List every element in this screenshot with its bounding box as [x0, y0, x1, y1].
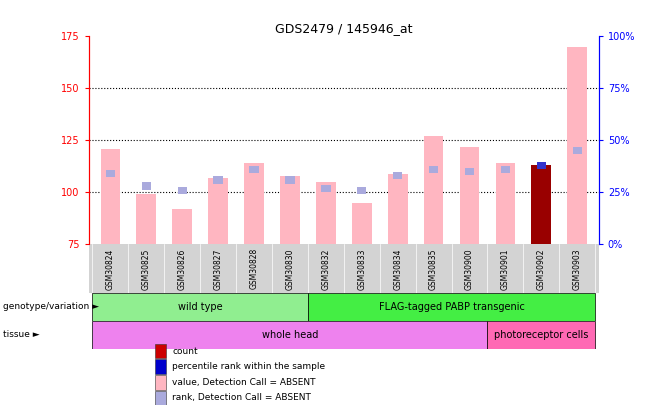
Bar	[537, 162, 546, 169]
Bar	[208, 178, 228, 244]
Text: tissue ►: tissue ►	[3, 330, 40, 339]
Text: GSM30835: GSM30835	[429, 248, 438, 290]
Bar	[321, 185, 330, 192]
Bar	[92, 321, 488, 349]
Text: GSM30834: GSM30834	[393, 248, 402, 290]
Bar	[280, 176, 300, 244]
Bar	[155, 375, 166, 390]
Bar	[249, 166, 259, 173]
Bar	[213, 176, 223, 183]
Text: rank, Detection Call = ABSENT: rank, Detection Call = ABSENT	[172, 393, 311, 402]
Text: FLAG-tagged PABP transgenic: FLAG-tagged PABP transgenic	[378, 302, 524, 312]
Bar	[178, 187, 187, 194]
Bar	[244, 163, 264, 244]
Text: GSM30833: GSM30833	[357, 248, 367, 290]
Text: wild type: wild type	[178, 302, 222, 312]
Bar	[155, 344, 166, 358]
Bar	[106, 170, 115, 177]
Text: GSM30824: GSM30824	[106, 248, 115, 290]
Bar	[532, 165, 551, 244]
Bar	[172, 209, 192, 244]
Bar	[429, 166, 438, 173]
Bar	[101, 149, 120, 244]
Bar	[352, 203, 372, 244]
Text: GSM30901: GSM30901	[501, 248, 510, 290]
Text: GSM30903: GSM30903	[572, 248, 582, 290]
Bar	[572, 147, 582, 154]
Bar	[567, 47, 587, 244]
Text: percentile rank within the sample: percentile rank within the sample	[172, 362, 326, 371]
Bar	[501, 166, 510, 173]
Text: whole head: whole head	[262, 330, 318, 340]
Bar	[495, 163, 515, 244]
Text: GSM30826: GSM30826	[178, 248, 187, 290]
Bar	[286, 176, 295, 183]
Bar	[424, 136, 443, 244]
Text: GSM30900: GSM30900	[465, 248, 474, 290]
Title: GDS2479 / 145946_at: GDS2479 / 145946_at	[275, 22, 413, 35]
Bar	[460, 147, 480, 244]
Bar	[393, 172, 402, 179]
Bar	[92, 292, 308, 321]
Bar	[308, 292, 595, 321]
Text: GSM30832: GSM30832	[321, 248, 330, 290]
Text: count: count	[172, 347, 198, 356]
Text: GSM30830: GSM30830	[286, 248, 294, 290]
Bar	[357, 187, 367, 194]
Bar	[155, 390, 166, 405]
Text: GSM30825: GSM30825	[141, 248, 151, 290]
Bar	[141, 183, 151, 190]
Text: value, Detection Call = ABSENT: value, Detection Call = ABSENT	[172, 378, 316, 387]
Bar	[136, 194, 156, 244]
Bar	[388, 174, 407, 244]
Bar	[155, 359, 166, 374]
Bar	[465, 168, 474, 175]
Bar	[488, 321, 595, 349]
Text: GSM30827: GSM30827	[214, 248, 222, 290]
Bar	[316, 182, 336, 244]
Text: GSM30902: GSM30902	[537, 248, 546, 290]
Text: photoreceptor cells: photoreceptor cells	[494, 330, 588, 340]
Text: genotype/variation ►: genotype/variation ►	[3, 302, 99, 311]
Text: GSM30828: GSM30828	[249, 248, 259, 290]
